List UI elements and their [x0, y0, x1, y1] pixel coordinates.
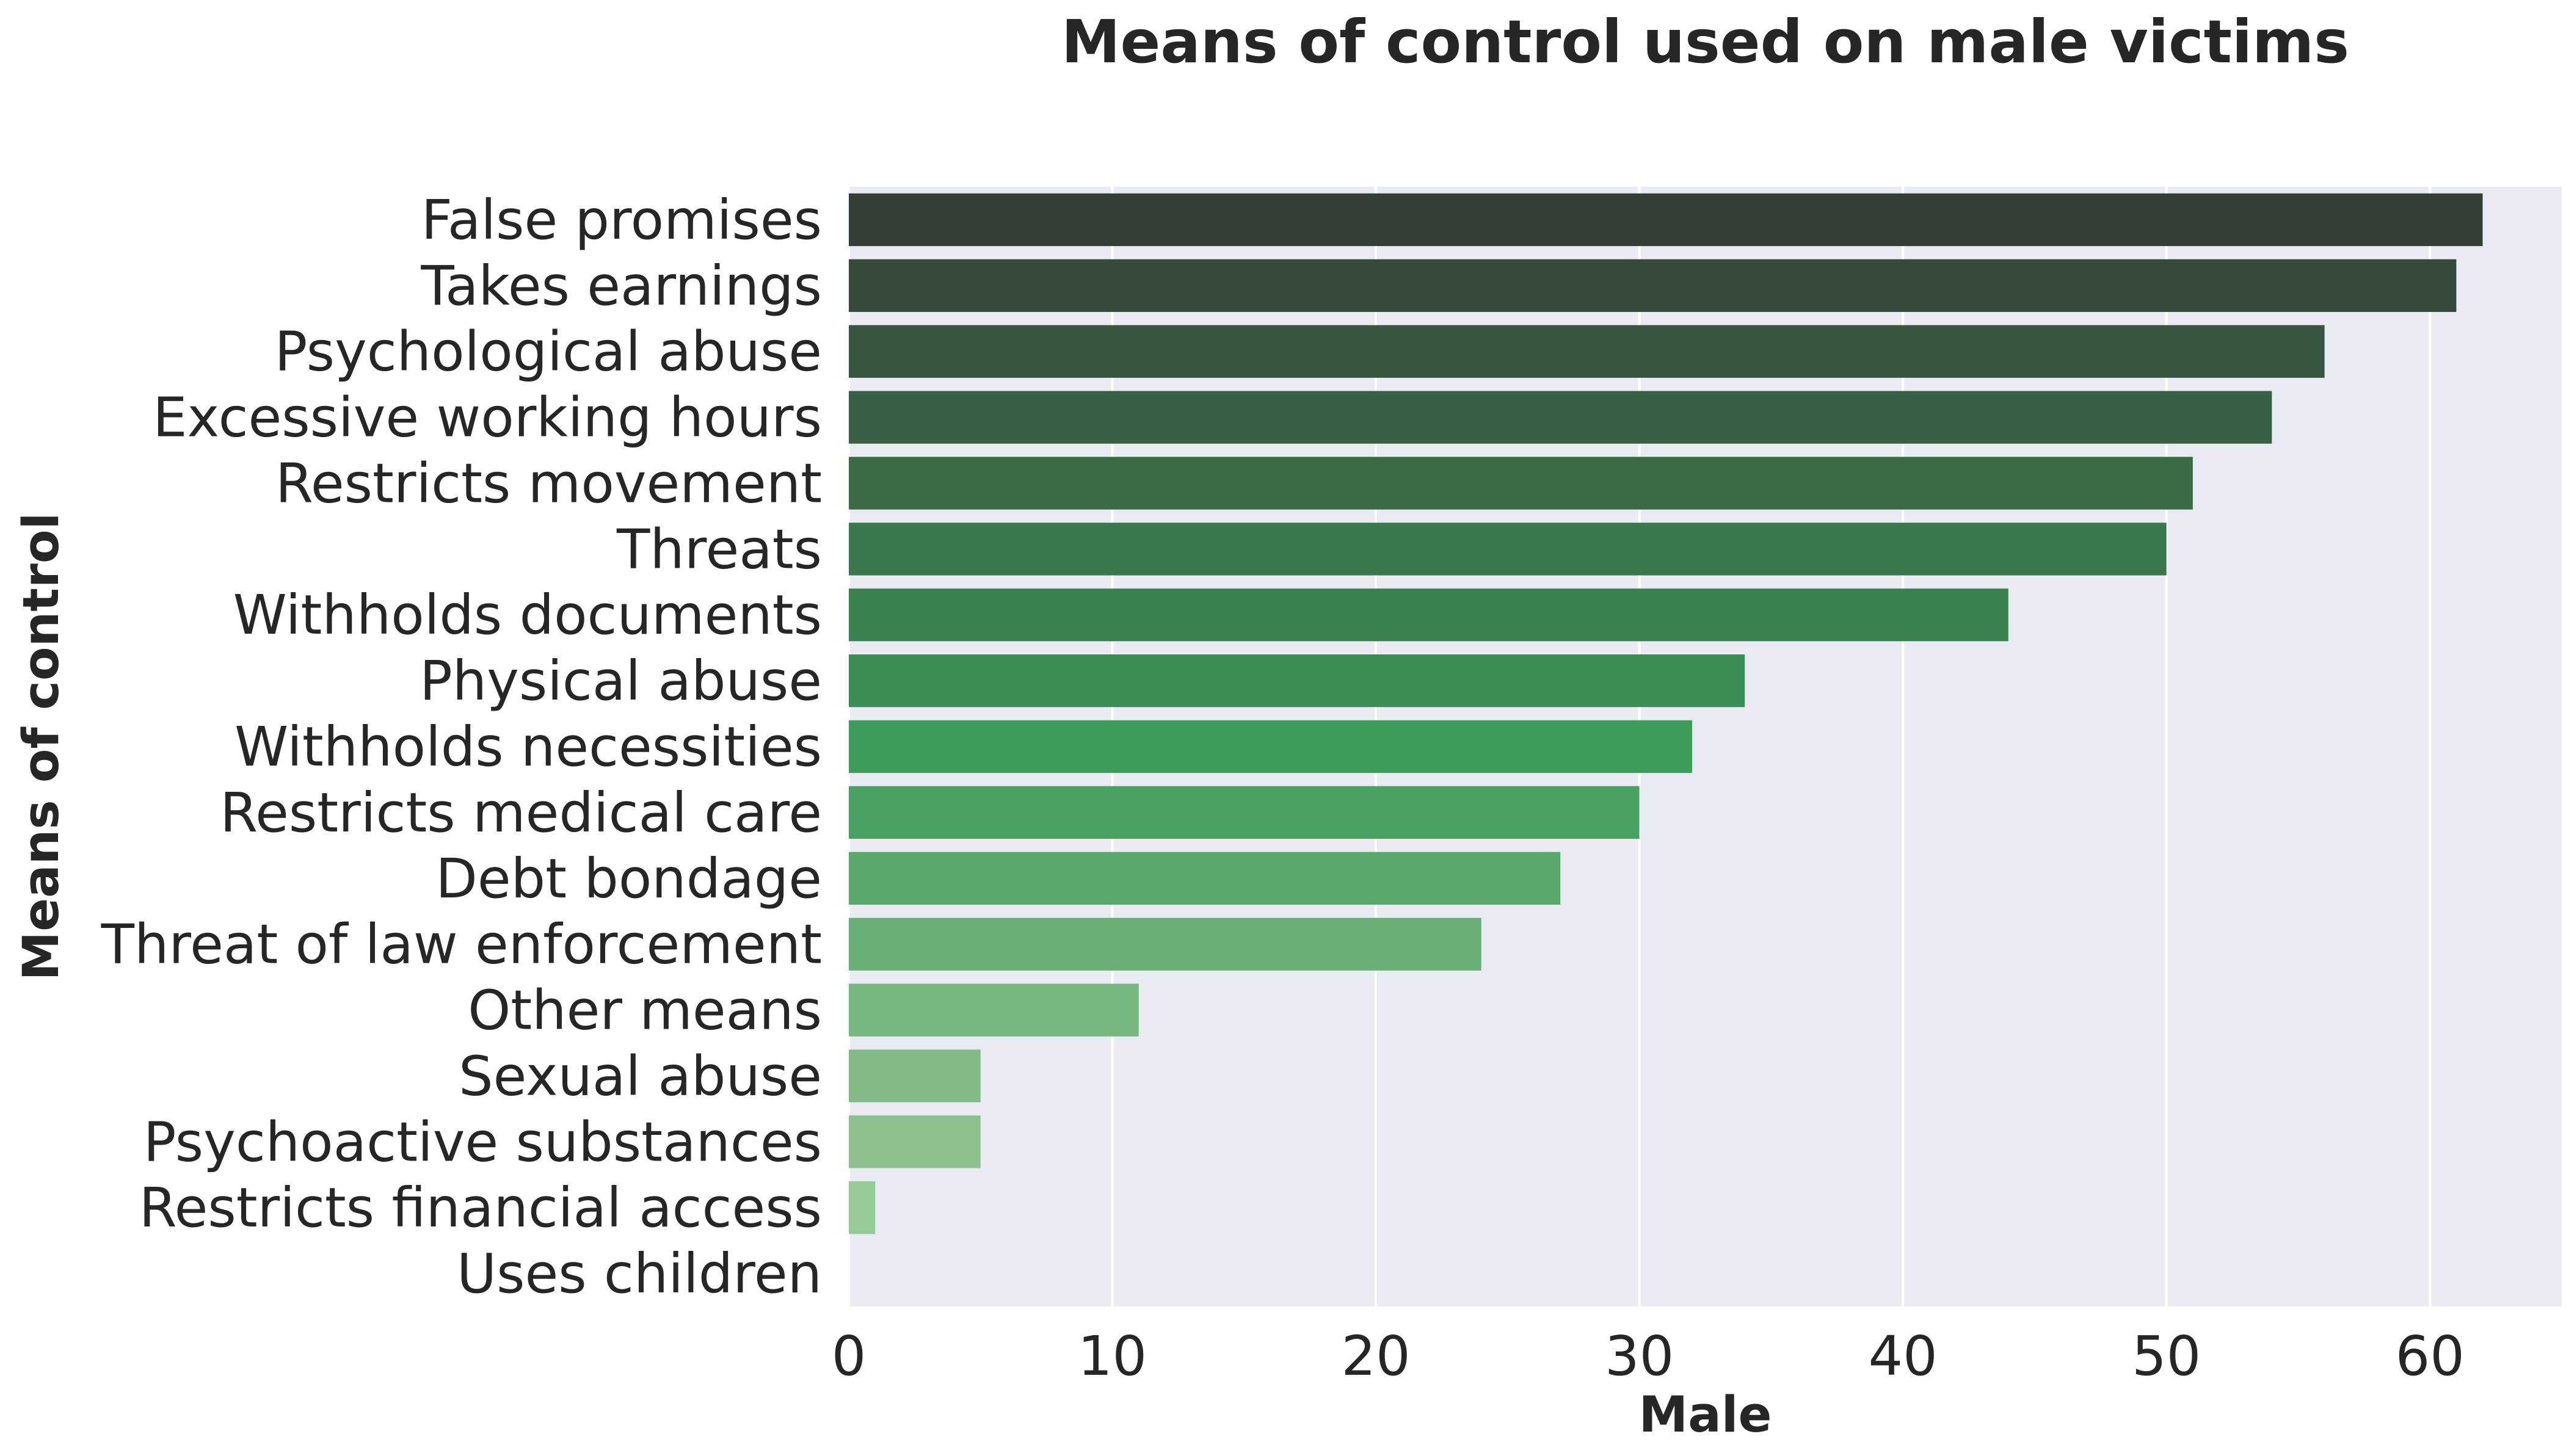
- bar: [849, 852, 1561, 905]
- x-tick-label: 10: [1078, 1324, 1147, 1388]
- bar: [849, 786, 1640, 839]
- bar: [849, 589, 2008, 642]
- bars: [849, 193, 2483, 1234]
- category-label: Other means: [468, 979, 822, 1042]
- bar: [849, 720, 1692, 773]
- chart-title: Means of control used on male victims: [1061, 7, 2349, 76]
- y-axis-label: Means of control: [13, 513, 70, 981]
- category-label: Restricts financial access: [139, 1176, 822, 1239]
- x-axis-label: Male: [1639, 1386, 1772, 1444]
- category-label: Withholds necessities: [234, 715, 822, 778]
- bar: [849, 193, 2483, 247]
- category-label: Physical abuse: [420, 649, 822, 712]
- bar: [849, 918, 1481, 971]
- category-label: False promises: [421, 188, 822, 252]
- x-tick-label: 60: [2396, 1324, 2465, 1388]
- bar: [849, 457, 2193, 510]
- bar: [849, 1115, 981, 1168]
- category-label: Sexual abuse: [459, 1044, 822, 1107]
- bar: [849, 1049, 981, 1103]
- bar: [849, 325, 2325, 378]
- x-tick-label: 30: [1605, 1324, 1674, 1388]
- category-label: Uses children: [457, 1242, 822, 1305]
- x-tick-label: 50: [2132, 1324, 2201, 1388]
- bar: [849, 983, 1139, 1037]
- x-tick-label: 40: [1869, 1324, 1938, 1388]
- bar: [849, 259, 2457, 312]
- category-label: Restricts movement: [275, 451, 822, 515]
- bar: [849, 1181, 876, 1234]
- x-tick-label: 0: [832, 1324, 867, 1388]
- bar: [849, 523, 2167, 576]
- category-label: Debt bondage: [435, 847, 822, 910]
- category-label: Psychoactive substances: [144, 1110, 822, 1173]
- category-label: Restricts medical care: [220, 781, 822, 844]
- category-label: Excessive working hours: [153, 386, 822, 449]
- category-label: Withholds documents: [233, 583, 822, 647]
- bar: [849, 654, 1745, 708]
- category-label: Takes earnings: [420, 254, 822, 317]
- x-tick-label: 20: [1341, 1324, 1410, 1388]
- category-label: Threats: [616, 517, 822, 581]
- bar: [849, 391, 2272, 444]
- x-tick-labels: 0 10 20 30 40 50 60: [832, 1324, 2465, 1388]
- category-label: Threat of law enforcement: [101, 913, 822, 976]
- category-label: Psychological abuse: [275, 320, 822, 383]
